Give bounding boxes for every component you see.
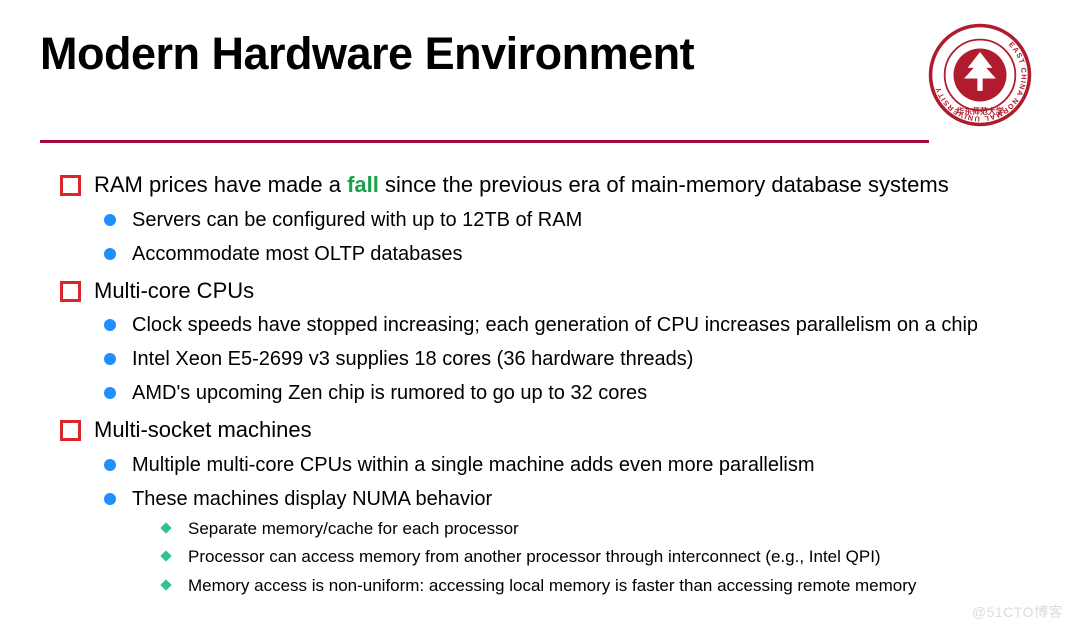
- bullet-l2: Intel Xeon E5-2699 v3 supplies 18 cores …: [94, 346, 1029, 372]
- bullet-l2: AMD's upcoming Zen chip is rumored to go…: [94, 380, 1029, 406]
- bullet-l1: RAM prices have made a fall since the pr…: [44, 171, 1029, 267]
- bullet-l2: Accommodate most OLTP databases: [94, 241, 1029, 267]
- bullet-l3: Separate memory/cache for each processor: [132, 518, 1029, 541]
- bullet-l1: Multi-core CPUs Clock speeds have stoppe…: [44, 277, 1029, 407]
- bullet-text: RAM prices have made a fall since the pr…: [94, 172, 949, 197]
- header-row: Modern Hardware Environment EAST CHINA N…: [40, 28, 1029, 128]
- bullet-l2: These machines display NUMA behavior Sep…: [94, 486, 1029, 599]
- bullet-l3: Processor can access memory from another…: [132, 546, 1029, 569]
- bullet-l2: Clock speeds have stopped increasing; ea…: [94, 312, 1029, 338]
- bullet-l2: Servers can be configured with up to 12T…: [94, 207, 1029, 233]
- highlight-word: fall: [347, 172, 379, 197]
- bullet-l1: Multi-socket machines Multiple multi-cor…: [44, 416, 1029, 598]
- bullet-text: Multi-socket machines: [94, 417, 312, 442]
- title-underline: [40, 140, 929, 143]
- bullet-text: Multi-core CPUs: [94, 278, 254, 303]
- slide: Modern Hardware Environment EAST CHINA N…: [0, 0, 1069, 628]
- slide-title: Modern Hardware Environment: [40, 28, 694, 80]
- svg-text:华东师范大学: 华东师范大学: [956, 106, 1004, 116]
- bullet-l2: Multiple multi-core CPUs within a single…: [94, 452, 1029, 478]
- bullet-text: These machines display NUMA behavior: [132, 488, 492, 510]
- slide-content: RAM prices have made a fall since the pr…: [40, 171, 1029, 598]
- bullet-l3: Memory access is non-uniform: accessing …: [132, 575, 1029, 598]
- watermark: @51CTO博客: [972, 602, 1063, 622]
- university-logo-icon: EAST CHINA NORMAL UNIVERSITY 华东师范大学: [927, 22, 1033, 128]
